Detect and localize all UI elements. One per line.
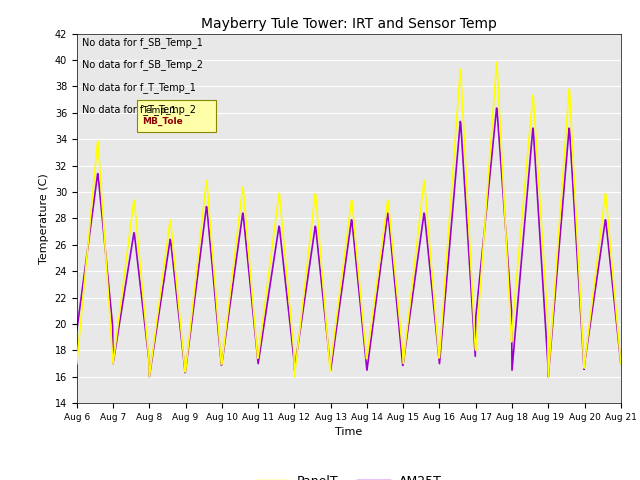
PanelT bbox=[145, 374, 153, 380]
PanelT bbox=[246, 271, 254, 276]
Text: No data for f_T_Temp_1: No data for f_T_Temp_1 bbox=[82, 82, 196, 93]
Text: Temp_1: Temp_1 bbox=[142, 106, 177, 115]
X-axis label: Time: Time bbox=[335, 428, 362, 437]
PanelT bbox=[289, 335, 296, 340]
FancyBboxPatch shape bbox=[137, 100, 216, 132]
Y-axis label: Temperature (C): Temperature (C) bbox=[39, 173, 49, 264]
AM25T bbox=[246, 284, 254, 289]
AM25T bbox=[278, 245, 285, 251]
Title: Mayberry Tule Tower: IRT and Sensor Temp: Mayberry Tule Tower: IRT and Sensor Temp bbox=[201, 17, 497, 31]
PanelT bbox=[493, 60, 500, 65]
AM25T bbox=[493, 105, 500, 111]
AM25T bbox=[145, 374, 153, 380]
Text: MB_Tole: MB_Tole bbox=[142, 117, 183, 126]
PanelT bbox=[537, 215, 545, 220]
PanelT bbox=[349, 214, 357, 219]
AM25T bbox=[221, 335, 229, 340]
Line: AM25T: AM25T bbox=[77, 108, 640, 377]
PanelT bbox=[221, 330, 229, 336]
Text: No data for f_SB_Temp_1: No data for f_SB_Temp_1 bbox=[82, 37, 203, 48]
PanelT bbox=[278, 216, 285, 222]
AM25T bbox=[349, 232, 357, 238]
AM25T bbox=[289, 344, 296, 350]
AM25T bbox=[537, 251, 545, 257]
PanelT bbox=[73, 361, 81, 367]
Legend: PanelT, AM25T: PanelT, AM25T bbox=[251, 470, 447, 480]
Text: No data for f_SB_Temp_2: No data for f_SB_Temp_2 bbox=[82, 60, 204, 71]
Line: PanelT: PanelT bbox=[77, 62, 640, 377]
Text: No data for f_T_Temp_2: No data for f_T_Temp_2 bbox=[82, 104, 196, 115]
AM25T bbox=[73, 328, 81, 334]
